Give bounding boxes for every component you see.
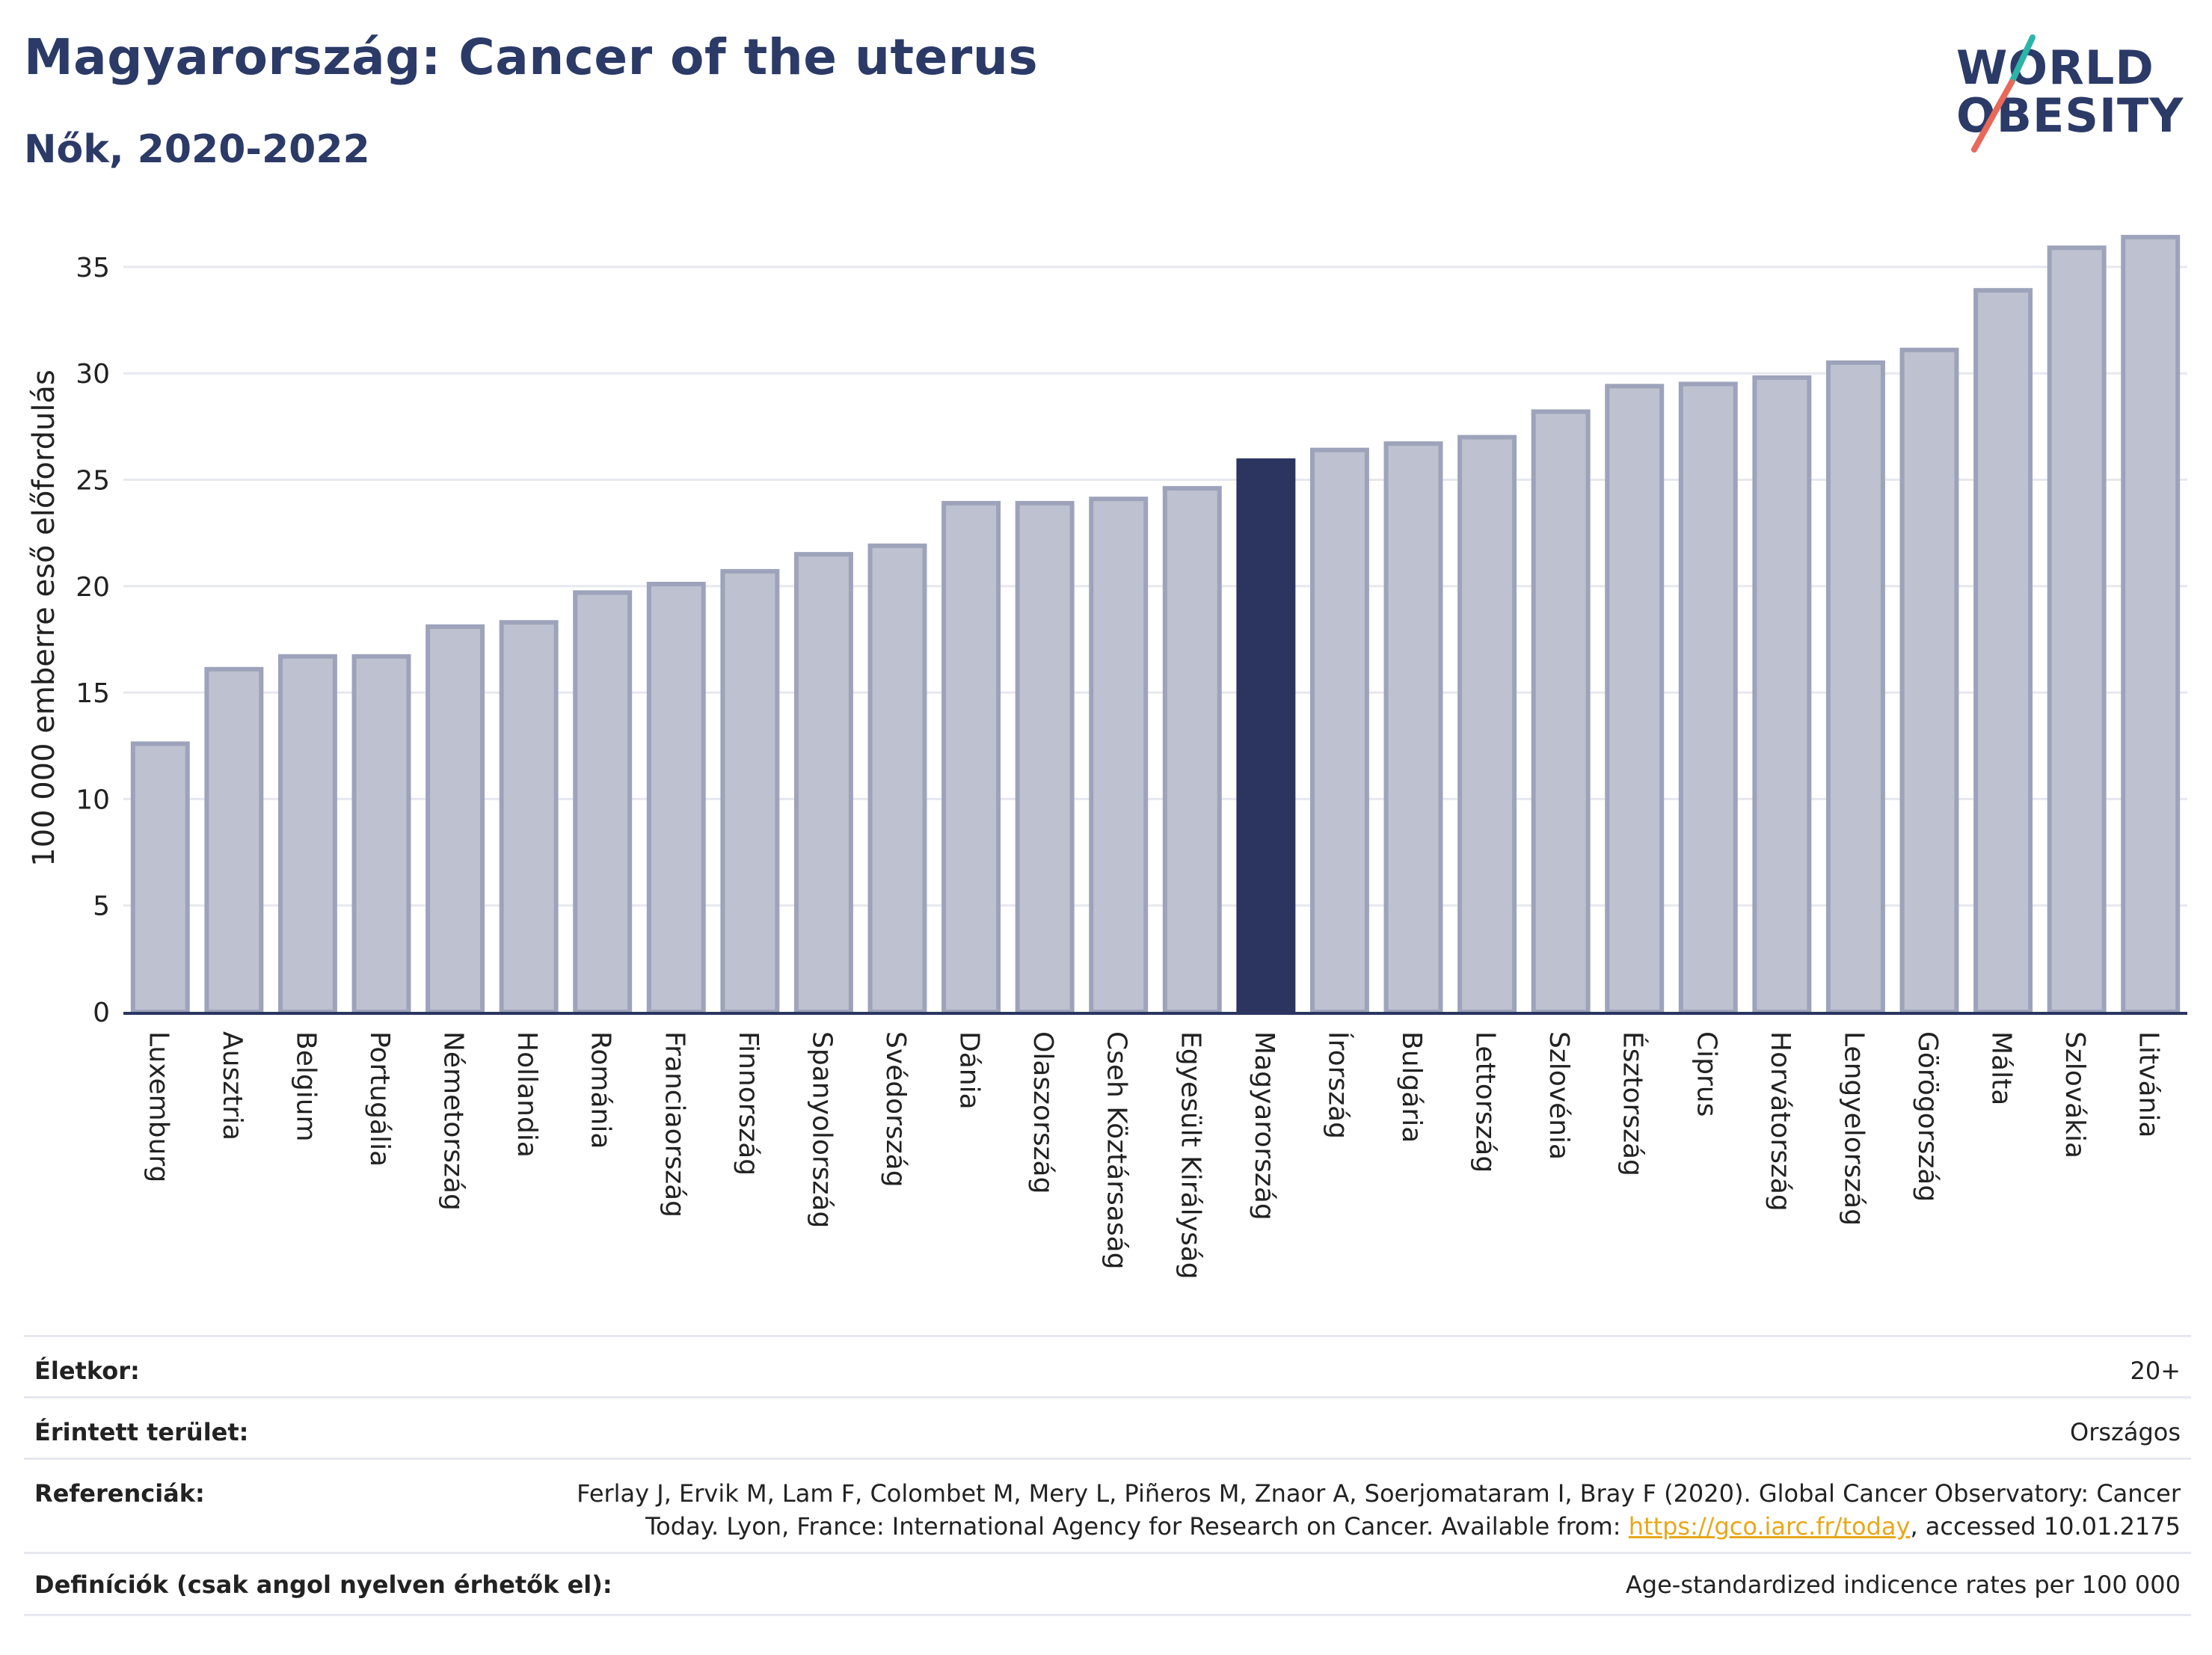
x-tick-label: Finnország	[733, 1031, 764, 1176]
chart-subtitle: Nők, 2020-2022	[24, 127, 370, 172]
bar	[1015, 500, 1075, 1014]
bar	[867, 543, 927, 1014]
x-tick-label: Románia	[586, 1031, 616, 1149]
info-row-definitions: Definíciók (csak angol nyelven érhetők e…	[24, 1552, 2191, 1616]
x-tick-label: Horvátország	[1765, 1031, 1795, 1212]
bar	[2121, 235, 2181, 1014]
logo-slash-icon	[1971, 34, 2036, 153]
bar	[1678, 381, 1738, 1014]
bar	[1531, 409, 1591, 1014]
x-tick-label: Hollandia	[511, 1031, 542, 1158]
x-tick-label: Írország	[1322, 1031, 1354, 1139]
x-tick-label: Szlovénia	[1543, 1031, 1574, 1160]
bar-chart: 0 5 10 15 20 25 30 35 100 000 emberre eső előfor…	[27, 235, 2187, 1280]
bar	[941, 500, 1001, 1014]
x-tick-label: Cseh Köztársaság	[1102, 1031, 1132, 1270]
references-line2-pre: Today. Lyon, France: International Agenc…	[645, 1512, 1629, 1541]
x-tick-label: Dánia	[954, 1031, 985, 1110]
definitions-label: Definíciók (csak angol nyelven érhetők e…	[34, 1570, 612, 1599]
bar	[720, 568, 780, 1014]
x-tick-label: Luxemburg	[143, 1031, 173, 1182]
bar	[1457, 435, 1517, 1014]
references-label: Referenciák:	[34, 1479, 205, 1508]
x-tick-label: Görögország	[1912, 1031, 1943, 1202]
info-row-age: Életkor: 20+	[24, 1335, 2191, 1398]
bar	[1899, 347, 1959, 1014]
bar	[1752, 375, 1812, 1015]
area-value: Országos	[2070, 1418, 2181, 1446]
bar	[1605, 384, 1665, 1014]
bar	[425, 624, 485, 1014]
age-label: Életkor:	[34, 1357, 140, 1385]
x-tick-label: Bulgária	[1396, 1031, 1427, 1143]
references-line2-post: , accessed 10.01.2175	[1910, 1512, 2181, 1541]
definitions-value: Age-standardized indicence rates per 100…	[1625, 1570, 2181, 1599]
bar	[351, 654, 411, 1015]
y-tick-label: 20	[76, 572, 110, 603]
references-link[interactable]: https://gco.iarc.fr/today	[1628, 1512, 1911, 1541]
y-tick-label: 5	[93, 891, 110, 922]
x-tick-label: Ausztria	[217, 1031, 248, 1140]
x-tick-label: Olaszország	[1027, 1031, 1058, 1194]
x-tick-label: Belgium	[290, 1031, 321, 1142]
bar	[1089, 497, 1149, 1014]
bar	[1383, 441, 1443, 1014]
x-tick-label: Magyarország	[1249, 1031, 1279, 1220]
y-tick-label: 25	[76, 466, 110, 497]
x-tick-label: Lengyelország	[1838, 1031, 1869, 1226]
x-tick-label: Portugália	[364, 1031, 395, 1167]
info-row-references: Referenciák: Ferlay J, Ervik M, Lam F, C…	[24, 1458, 2191, 1554]
y-tick-label: 15	[76, 678, 110, 709]
world-obesity-logo: WORLD OBESITY	[1944, 30, 2199, 165]
x-tick-label: Szlovákia	[2059, 1031, 2090, 1158]
x-tick-label: Svédország	[880, 1031, 911, 1188]
x-tick-label: Ciprus	[1691, 1031, 1721, 1117]
bar	[499, 620, 559, 1014]
x-tick-label: Spanyolország	[806, 1031, 837, 1228]
bar	[130, 741, 190, 1015]
bar	[2047, 245, 2107, 1014]
y-axis-label: 100 000 emberre eső előfordulás	[27, 369, 61, 867]
x-tick-label: Németország	[438, 1031, 469, 1211]
bar	[1825, 360, 1885, 1014]
bar	[1236, 458, 1296, 1014]
y-tick-label: 10	[76, 784, 110, 815]
bar	[1973, 288, 2033, 1015]
references-line2: Today. Lyon, France: International Agenc…	[645, 1512, 2181, 1541]
y-tick-label: 30	[76, 359, 110, 390]
bar	[793, 552, 853, 1014]
age-value: 20+	[2130, 1357, 2181, 1385]
x-tick-label: Málta	[1986, 1031, 2017, 1105]
y-tick-label: 35	[76, 253, 110, 283]
area-label: Érintett terület:	[34, 1418, 249, 1446]
x-tick-label: Észtország	[1617, 1031, 1649, 1176]
info-row-area: Érintett terület: Országos	[24, 1396, 2191, 1460]
x-tick-label: Lettország	[1470, 1031, 1501, 1173]
x-tick-label: Egyesült Királyság	[1175, 1031, 1205, 1280]
x-tick-label: Franciaország	[659, 1031, 689, 1218]
bar	[1162, 485, 1222, 1014]
bar	[646, 581, 706, 1014]
x-tick-label: Litvánia	[2133, 1031, 2164, 1137]
y-tick-label: 0	[93, 998, 110, 1028]
references-line1: Ferlay J, Ervik M, Lam F, Colombet M, Me…	[577, 1479, 2181, 1508]
bar	[277, 654, 337, 1015]
bar	[573, 590, 633, 1014]
logo-line1: WORLD	[1956, 40, 2154, 95]
chart-title: Magyarország: Cancer of the uterus	[24, 28, 1039, 86]
bar	[204, 666, 264, 1014]
bar	[1309, 447, 1369, 1014]
